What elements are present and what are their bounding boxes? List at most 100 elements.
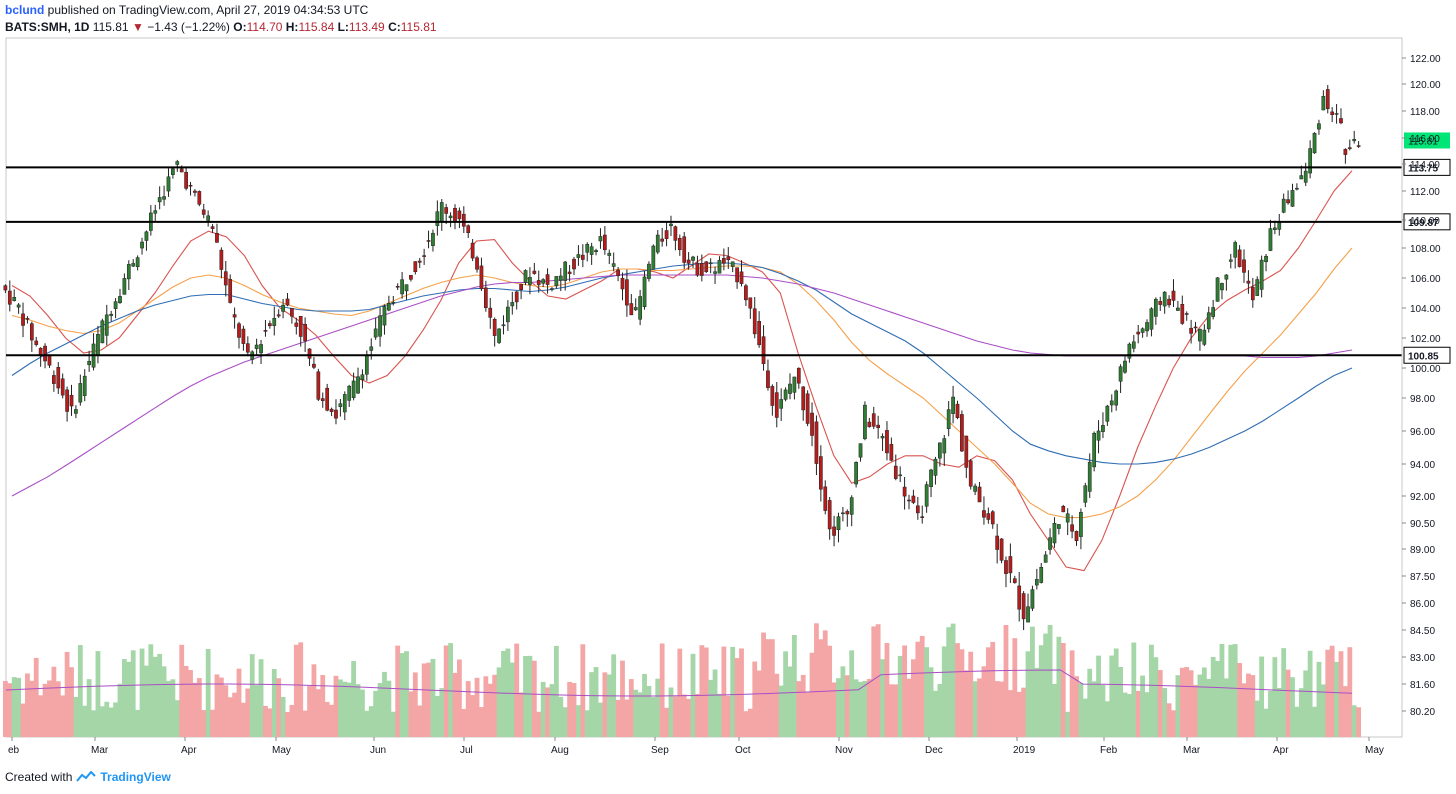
candle-body	[1312, 132, 1317, 154]
candle-body	[1026, 606, 1030, 623]
volume-bar	[73, 696, 79, 737]
volume-bar	[1096, 655, 1101, 737]
volume-bar	[86, 679, 92, 737]
candle-body	[933, 458, 938, 476]
volume-bar	[1237, 663, 1242, 737]
volume-bar	[721, 646, 727, 737]
volume-bar	[1100, 684, 1106, 737]
volume-bar	[818, 639, 824, 737]
volume-bar	[1303, 670, 1309, 737]
candle-body	[713, 271, 717, 274]
volume-bar	[531, 660, 537, 737]
candle-body	[1290, 190, 1295, 207]
candle-body	[726, 256, 731, 260]
candle-body	[625, 279, 629, 306]
volume-bar	[1312, 706, 1317, 737]
candle-body	[783, 389, 788, 400]
volume-bar	[734, 658, 740, 737]
volume-bar	[205, 648, 211, 737]
candle-body	[722, 258, 726, 264]
price-axis[interactable]: 122.00 120.00 118.00 116.00 114.00 112.00 110.…	[1401, 38, 1441, 737]
volume-bar	[298, 642, 304, 737]
candle-body	[1308, 148, 1312, 174]
volume-bar	[584, 710, 590, 737]
volume-bar	[439, 688, 445, 737]
time-tick-label: Mar	[1183, 745, 1201, 756]
volume-bar	[320, 675, 326, 737]
candle-body	[1356, 145, 1361, 147]
tradingview-brand[interactable]: TradingView	[100, 770, 171, 784]
volume-bar	[55, 681, 61, 737]
candle-body	[594, 250, 598, 252]
volume-bar	[201, 710, 207, 737]
candle-body	[550, 288, 554, 290]
volume-bar	[333, 675, 339, 737]
volume-bar	[514, 643, 520, 737]
volume-bar	[276, 678, 282, 737]
volume-bar	[139, 648, 145, 737]
volume-bar	[677, 648, 683, 737]
price-tick-label: 90.50	[1410, 519, 1435, 530]
candle-body	[1127, 343, 1132, 359]
time-axis[interactable]: eb Mar Apr May Jun Jul Aug Sep Oct Nov Dec 2019 Feb M…	[8, 737, 1384, 756]
candle-body	[642, 276, 647, 308]
volume-bar	[483, 676, 489, 737]
volume-bar	[1281, 648, 1287, 737]
price-tick-label: 122.00	[1410, 54, 1441, 65]
horizontal-levels[interactable]: 113.75 109.87 100.85 115.81	[6, 132, 1451, 364]
candle-body	[528, 277, 532, 285]
candle-body	[43, 345, 47, 362]
volume-bar	[77, 645, 83, 737]
candle-body	[519, 284, 523, 290]
volume-bar	[170, 679, 176, 737]
candle-body	[1074, 531, 1079, 541]
candle-body	[801, 386, 806, 411]
candle-body	[373, 328, 378, 338]
volume-bar	[946, 627, 952, 737]
candle-body	[492, 318, 497, 336]
volume-bar	[620, 660, 625, 737]
candle-body	[263, 330, 268, 332]
volume-bar	[60, 695, 66, 737]
author-link[interactable]: bclund	[5, 3, 45, 17]
candle-body	[409, 274, 413, 280]
candle-body	[325, 387, 330, 411]
candle-body	[545, 274, 550, 285]
candle-body	[1057, 524, 1061, 529]
candle-body	[1162, 291, 1167, 307]
volume-bar	[1082, 698, 1088, 737]
candle-body	[752, 308, 757, 335]
volume-bar	[135, 709, 141, 737]
candle-body	[1220, 283, 1224, 291]
time-tick-label: Sep	[651, 745, 669, 756]
volume-bar	[144, 665, 149, 737]
candle-body	[554, 276, 559, 287]
candle-body	[1268, 228, 1273, 251]
volume-bar	[386, 680, 392, 737]
candle-body	[942, 438, 947, 454]
volume-bar	[241, 702, 246, 737]
volume-bar	[1320, 684, 1326, 737]
time-tick-label: Jun	[370, 745, 386, 756]
time-tick-label: Oct	[735, 745, 751, 756]
volume-bar	[1179, 667, 1185, 737]
candle-body	[1281, 198, 1286, 213]
candle-body	[924, 484, 929, 507]
volume-bar	[33, 657, 39, 737]
volume-bar	[382, 671, 387, 737]
level-label-box	[1403, 213, 1451, 231]
candle-body	[65, 389, 69, 412]
candle-body	[122, 278, 127, 295]
volume-bar	[717, 693, 722, 737]
price-tick-label: 92.00	[1410, 492, 1435, 503]
volume-bar	[448, 643, 453, 737]
candle-body	[1123, 360, 1127, 373]
candle-body	[585, 244, 590, 253]
candle-body	[589, 246, 594, 255]
candle-body	[876, 424, 881, 429]
volume-bar	[108, 707, 114, 737]
candle-body	[1070, 524, 1074, 532]
candle-body	[1171, 290, 1176, 301]
price-tick-label: 98.00	[1410, 394, 1435, 405]
